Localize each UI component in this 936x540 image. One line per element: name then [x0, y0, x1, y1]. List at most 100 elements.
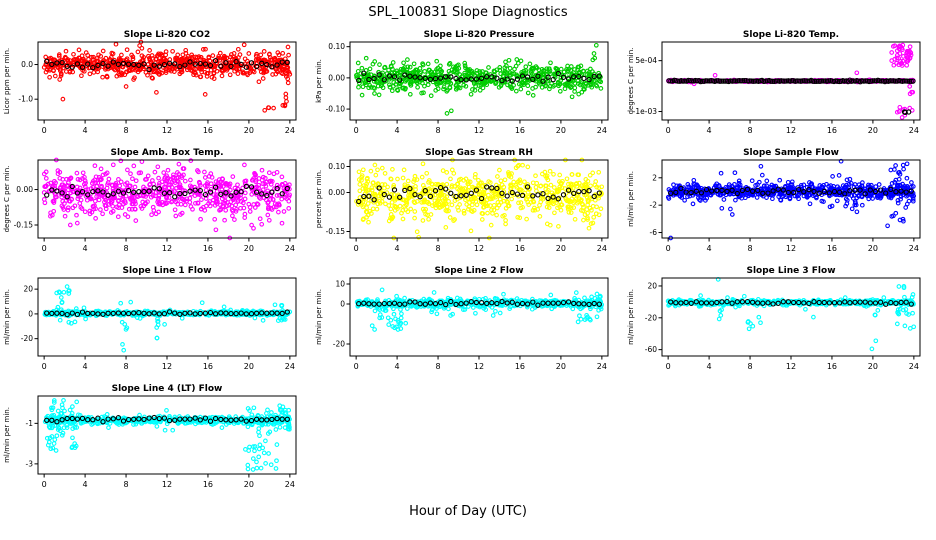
median-point [192, 61, 198, 67]
data-point [515, 60, 521, 66]
data-point [405, 178, 411, 184]
data-point [137, 43, 142, 48]
data-point [530, 207, 536, 213]
median-point [514, 76, 521, 82]
data-point [421, 90, 426, 96]
data-point [205, 71, 211, 76]
data-point [413, 69, 419, 75]
median-point [722, 78, 728, 84]
data-point [494, 205, 500, 211]
data-point [208, 186, 214, 192]
data-point [896, 109, 902, 114]
y-tick-label: 0.00 [16, 185, 33, 194]
data-point [525, 199, 531, 205]
data-point [185, 54, 191, 59]
median-point [248, 60, 255, 66]
data-point [125, 214, 131, 220]
data-point [544, 173, 550, 179]
data-point [190, 206, 195, 212]
data-point [199, 69, 205, 75]
data-point [565, 197, 571, 203]
median-point [453, 193, 459, 200]
chart-slope-li820-co2: Slope Li-820 CO2 Licor ppm per min. 0 4 8 12 1… [0, 26, 312, 144]
data-point [523, 70, 529, 76]
data-point [122, 199, 128, 204]
data-point [198, 192, 203, 198]
data-point [266, 217, 272, 223]
data-point [139, 206, 145, 211]
data-point [169, 189, 175, 195]
median-point [218, 63, 224, 69]
data-point [426, 67, 432, 73]
x-tick-label: 8 [124, 244, 129, 253]
median-point [49, 61, 55, 68]
data-point [859, 202, 865, 208]
data-point [463, 65, 468, 71]
data-point [543, 83, 549, 88]
data-point [158, 51, 164, 57]
data-point [852, 202, 858, 208]
data-point [494, 67, 500, 73]
data-point [183, 50, 189, 56]
data-point [364, 209, 370, 215]
median-point [274, 185, 280, 192]
data-point [156, 175, 161, 181]
data-point [559, 180, 564, 186]
data-point [444, 88, 450, 94]
data-point [557, 172, 563, 178]
data-point [274, 193, 280, 198]
data-point [367, 208, 373, 214]
data-point [390, 167, 395, 172]
data-point [876, 182, 882, 187]
plot-svg-slope-li820-temp: Slope Li-820 Temp.degrees C per min.0 4 8 1… [627, 30, 921, 135]
median-point [172, 194, 178, 200]
median-point [794, 78, 800, 84]
median-point [744, 186, 751, 193]
data-point [534, 188, 539, 194]
median-point [499, 77, 505, 84]
data-point [470, 209, 475, 214]
median-point [74, 190, 81, 196]
data-point [554, 66, 560, 72]
data-point [785, 185, 790, 191]
data-point [736, 178, 742, 184]
data-point [481, 204, 487, 210]
data-point [406, 195, 412, 201]
data-point [202, 175, 208, 180]
data-point [232, 217, 237, 222]
data-point [60, 96, 66, 102]
data-point [844, 177, 850, 183]
data-point [559, 202, 565, 208]
data-point [597, 78, 603, 84]
median-point [560, 74, 567, 80]
data-point [462, 70, 467, 76]
data-point [894, 52, 900, 58]
data-point [535, 207, 541, 212]
data-point [51, 200, 57, 205]
median-point [269, 189, 275, 195]
data-point [178, 69, 184, 75]
data-point [896, 46, 902, 52]
data-point [434, 81, 439, 87]
x-tick-label: 20 [556, 244, 566, 253]
data-point [132, 75, 137, 81]
data-point [94, 194, 99, 199]
data-point [462, 63, 468, 69]
data-point [721, 197, 727, 202]
median-point [90, 64, 96, 71]
data-point [176, 171, 182, 177]
data-point [279, 67, 285, 72]
data-point [80, 176, 85, 181]
x-tick-label: 0 [354, 244, 359, 253]
data-point [432, 69, 438, 75]
data-point [459, 74, 465, 80]
data-point [282, 56, 288, 62]
data-point [547, 168, 553, 174]
data-point [392, 203, 398, 209]
x-tick-label: 16 [515, 126, 525, 135]
median-point [785, 189, 792, 196]
median-point [85, 61, 91, 67]
median-point [259, 191, 265, 197]
data-point [420, 191, 426, 197]
data-point [77, 201, 83, 206]
